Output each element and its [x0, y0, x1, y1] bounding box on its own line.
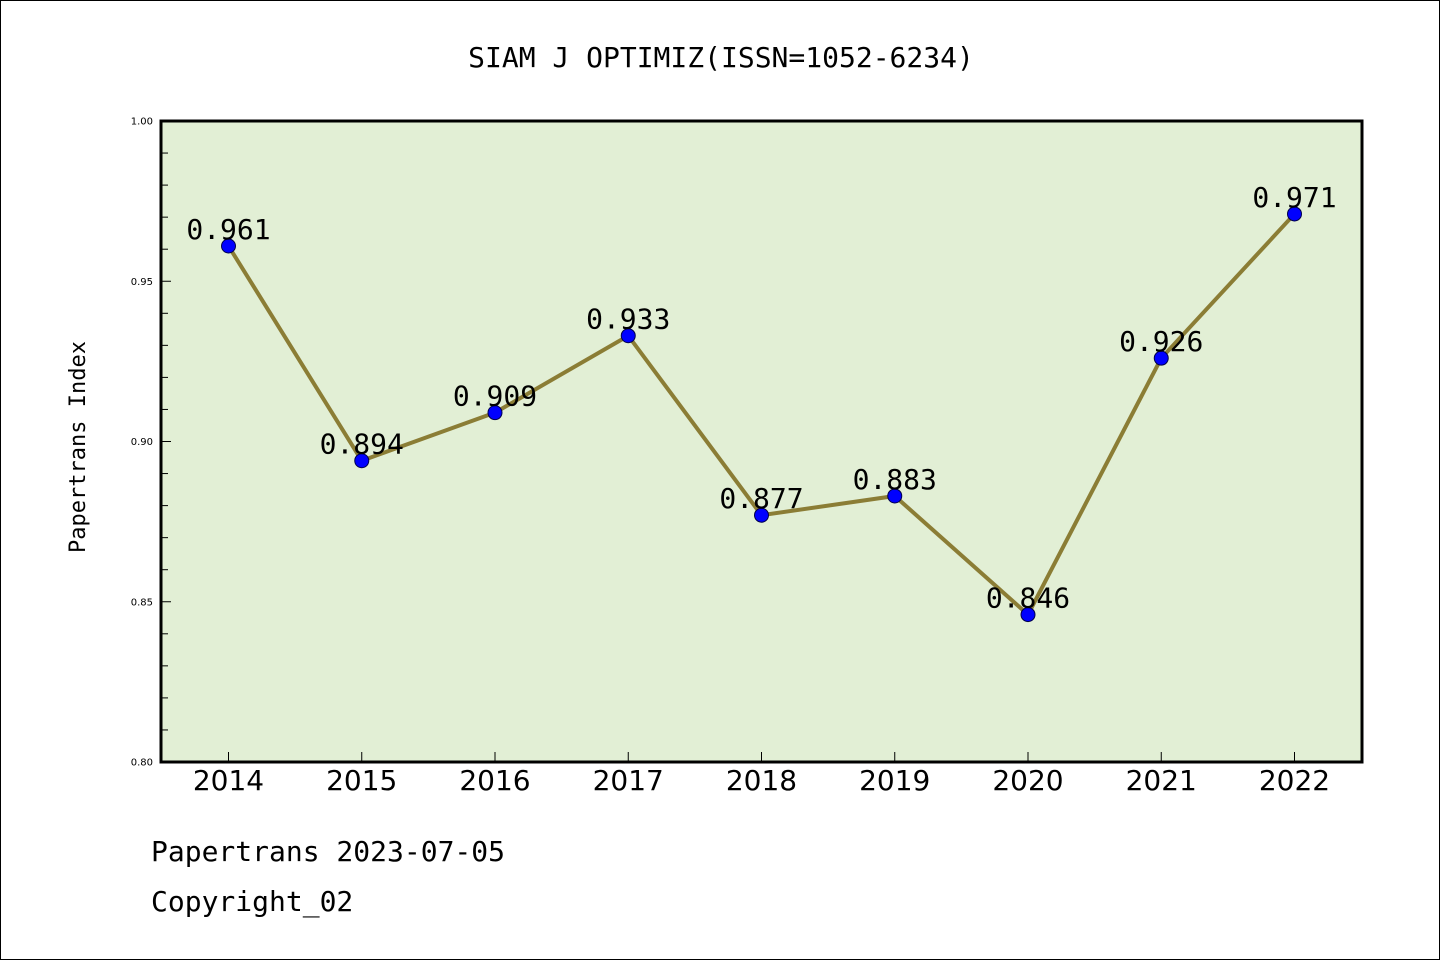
x-tick-label: 2014 [193, 764, 264, 797]
data-labels: 0.961 0.894 0.909 0.933 0.877 0.883 0.846 0.926… [186, 181, 1336, 615]
x-tick-label: 2020 [992, 764, 1063, 797]
data-label: 0.883 [853, 463, 937, 496]
x-tick-label: 2022 [1259, 764, 1330, 797]
data-label: 0.909 [453, 380, 537, 413]
plot-area [161, 121, 1362, 762]
x-tick-label: 2018 [726, 764, 797, 797]
data-point [620, 328, 636, 344]
data-label: 0.846 [986, 582, 1070, 615]
plot-border [159, 119, 1364, 764]
y-tick-label: 0.80 [131, 758, 153, 769]
y-axis-label: Papertrans Index [66, 341, 91, 553]
data-label: 0.926 [1119, 325, 1203, 358]
data-point [754, 507, 769, 523]
data-point [1153, 350, 1169, 366]
x-tick-label: 2021 [1126, 764, 1197, 797]
data-point [887, 488, 903, 504]
data-label: 0.971 [1252, 181, 1336, 214]
x-tick-label: 2015 [326, 764, 397, 797]
data-point [1287, 206, 1302, 222]
x-axis: 2014 2015 2016 2017 2018 2019 2020 2021 2022 [193, 752, 1330, 797]
footer-date: Papertrans 2023-07-05 [151, 835, 506, 868]
data-label: 0.933 [586, 303, 670, 336]
y-tick-label: 0.85 [131, 597, 153, 608]
footer-copyright: Copyright_02 [151, 885, 354, 918]
data-point [354, 453, 370, 469]
x-tick-label: 2017 [593, 764, 664, 797]
y-tick-label: 0.90 [131, 437, 153, 448]
data-label: 0.961 [186, 213, 270, 246]
data-label: 0.877 [719, 482, 803, 515]
y-tick-label: 0.95 [131, 277, 153, 288]
data-point [221, 238, 236, 254]
data-label: 0.894 [320, 428, 404, 461]
x-tick-label: 2019 [859, 764, 930, 797]
x-tick-label: 2016 [459, 764, 530, 797]
chart-title: SIAM J OPTIMIZ(ISSN=1052-6234) [468, 41, 974, 74]
data-point [1020, 607, 1036, 623]
data-markers [221, 206, 1302, 623]
data-point [487, 405, 503, 421]
y-tick-label: 1.00 [131, 117, 153, 128]
